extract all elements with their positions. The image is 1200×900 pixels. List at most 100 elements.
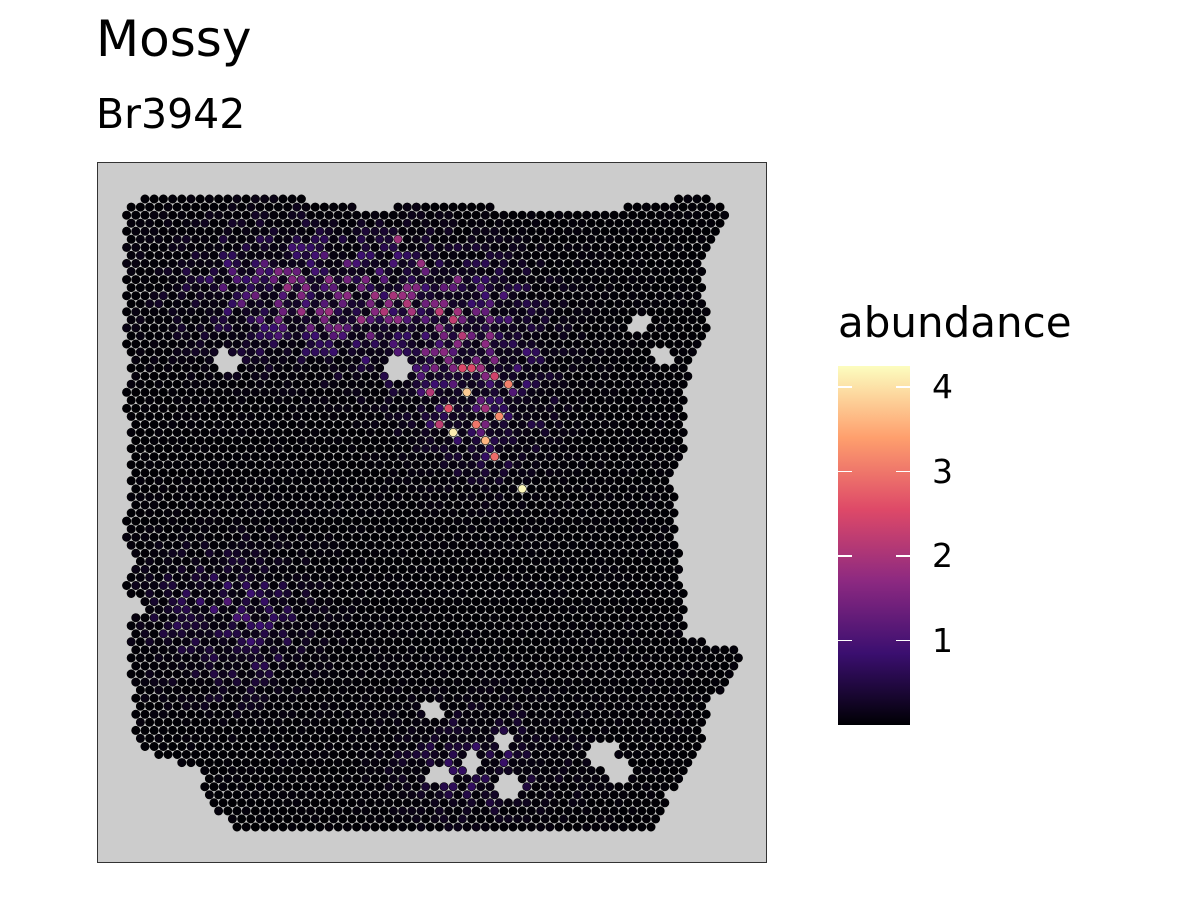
spot-point [301,637,311,647]
spot-point [609,597,619,607]
spot-point [618,387,628,397]
spot-point [439,508,449,518]
spot-point [375,315,385,325]
spot-point [600,693,610,703]
spot-point [499,210,509,220]
spot-point [490,580,500,590]
spot-point [430,717,440,727]
spot-point [232,436,242,446]
spot-point [577,218,587,228]
spot-point [269,355,279,365]
spot-point [490,741,500,751]
spot-point [361,709,371,719]
spot-point [158,210,168,220]
spot-point [568,524,578,534]
spot-point [172,347,182,357]
spot-point [131,629,141,639]
spot-point [301,798,311,808]
spot-point [269,645,279,655]
spot-point [448,218,458,228]
spot-point [582,822,592,832]
spot-point [457,798,467,808]
spot-point [214,741,224,751]
spot-point [241,307,251,317]
spot-point [549,669,559,679]
spot-point [227,427,237,437]
spot-point [536,661,546,671]
spot-point [526,758,536,768]
spot-point [177,291,187,301]
spot-point [503,540,513,550]
spot-point [494,234,504,244]
spot-point [204,725,214,735]
spot-point [687,749,697,759]
spot-point [158,500,168,510]
spot-point [186,677,196,687]
spot-point [315,629,325,639]
spot-point [476,637,486,647]
spot-point [273,749,283,759]
spot-point [269,774,279,784]
spot-point [637,307,647,317]
spot-point [480,291,490,301]
spot-point [379,532,389,542]
spot-point [214,419,224,429]
spot-point [595,299,605,309]
spot-point [513,653,523,663]
spot-point [232,275,242,285]
spot-point [494,814,504,824]
spot-point [283,331,293,341]
spot-point [517,725,527,735]
spot-point [453,806,463,816]
spot-point [499,387,509,397]
spot-point [131,580,141,590]
spot-point [577,283,587,293]
spot-point [232,741,242,751]
spot-point [365,717,375,727]
spot-point [379,693,389,703]
spot-point [237,798,247,808]
spot-point [278,210,288,220]
spot-point [342,403,352,413]
spot-point [531,701,541,711]
spot-point [485,218,495,228]
spot-point [352,210,362,220]
spot-point [269,580,279,590]
spot-point [453,307,463,317]
spot-point [531,749,541,759]
spot-point [563,275,573,285]
spot-point [246,250,256,260]
spot-point [149,323,159,333]
spot-point [503,347,513,357]
spot-point [476,331,486,341]
spot-point [241,532,251,542]
spot-point [398,774,408,784]
spot-point [241,500,251,510]
spot-point [586,717,596,727]
spot-point [439,250,449,260]
spot-point [278,468,288,478]
spot-point [209,733,219,743]
spot-point [411,411,421,421]
spot-point [499,339,509,349]
spot-point [508,452,518,462]
spot-point [609,242,619,252]
spot-point [582,371,592,381]
spot-point [692,677,702,687]
spot-point [384,701,394,711]
spot-point [554,709,564,719]
spot-point [462,725,472,735]
spot-point [531,540,541,550]
spot-point [361,500,371,510]
spot-point [375,476,385,486]
spot-point [513,331,523,341]
spot-point [250,677,260,687]
spot-point [421,218,431,228]
spot-point [149,307,159,317]
spot-point [407,709,417,719]
spot-point [586,218,596,228]
spot-point [600,532,610,542]
spot-point [204,275,214,285]
spot-point [393,749,403,759]
spot-point [517,436,527,446]
